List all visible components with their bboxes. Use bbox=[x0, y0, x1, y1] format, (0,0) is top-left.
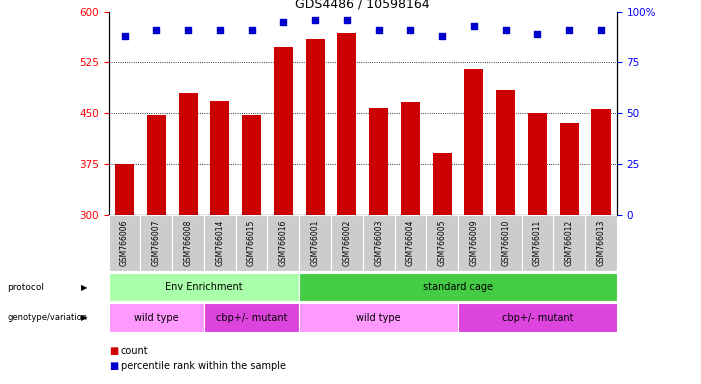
Bar bbox=[268, 215, 299, 271]
Text: GSM766016: GSM766016 bbox=[279, 220, 288, 266]
Text: Env Enrichment: Env Enrichment bbox=[165, 282, 243, 292]
Text: GSM766006: GSM766006 bbox=[120, 220, 129, 266]
Bar bbox=[299, 303, 458, 332]
Bar bbox=[426, 215, 458, 271]
Bar bbox=[369, 108, 388, 215]
Bar bbox=[204, 303, 299, 332]
Text: GSM766012: GSM766012 bbox=[565, 220, 573, 266]
Text: ■: ■ bbox=[109, 361, 118, 371]
Point bbox=[500, 27, 511, 33]
Point bbox=[595, 27, 606, 33]
Point bbox=[404, 27, 416, 33]
Text: GSM766011: GSM766011 bbox=[533, 220, 542, 266]
Point bbox=[564, 27, 575, 33]
Bar bbox=[458, 215, 490, 271]
Bar bbox=[401, 103, 420, 215]
Text: GSM766013: GSM766013 bbox=[597, 220, 606, 266]
Text: ■: ■ bbox=[109, 346, 118, 356]
Bar bbox=[490, 215, 522, 271]
Bar bbox=[528, 113, 547, 215]
Text: protocol: protocol bbox=[7, 283, 44, 291]
Point bbox=[246, 27, 257, 33]
Bar bbox=[522, 215, 553, 271]
Bar bbox=[458, 303, 617, 332]
Text: GSM766015: GSM766015 bbox=[247, 220, 256, 266]
Text: cbp+/- mutant: cbp+/- mutant bbox=[502, 313, 573, 323]
Text: GSM766002: GSM766002 bbox=[342, 220, 351, 266]
Bar bbox=[433, 152, 451, 215]
Bar bbox=[274, 47, 293, 215]
Text: standard cage: standard cage bbox=[423, 282, 493, 292]
Point bbox=[119, 33, 130, 39]
Bar bbox=[395, 215, 426, 271]
Text: ▶: ▶ bbox=[81, 283, 87, 291]
Bar bbox=[306, 39, 325, 215]
Bar bbox=[179, 93, 198, 215]
Bar bbox=[236, 215, 268, 271]
Bar bbox=[242, 115, 261, 215]
Bar bbox=[109, 273, 299, 301]
Text: GSM766009: GSM766009 bbox=[470, 220, 479, 266]
Bar bbox=[496, 90, 515, 215]
Bar bbox=[553, 215, 585, 271]
Point bbox=[151, 27, 162, 33]
Point bbox=[215, 27, 226, 33]
Text: GSM766014: GSM766014 bbox=[215, 220, 224, 266]
Bar bbox=[147, 115, 166, 215]
Text: percentile rank within the sample: percentile rank within the sample bbox=[121, 361, 285, 371]
Text: cbp+/- mutant: cbp+/- mutant bbox=[216, 313, 287, 323]
Bar bbox=[337, 33, 356, 215]
Bar bbox=[204, 215, 236, 271]
Text: GSM766008: GSM766008 bbox=[184, 220, 193, 266]
Bar bbox=[299, 215, 331, 271]
Text: count: count bbox=[121, 346, 148, 356]
Text: ▶: ▶ bbox=[81, 313, 87, 322]
Text: GSM766001: GSM766001 bbox=[311, 220, 320, 266]
Text: GSM766010: GSM766010 bbox=[501, 220, 510, 266]
Bar bbox=[299, 273, 617, 301]
Bar bbox=[592, 109, 611, 215]
Bar bbox=[331, 215, 363, 271]
Bar bbox=[109, 303, 204, 332]
Bar bbox=[140, 215, 172, 271]
Point bbox=[532, 31, 543, 37]
Bar bbox=[109, 215, 140, 271]
Bar bbox=[465, 68, 484, 215]
Bar bbox=[363, 215, 395, 271]
Bar bbox=[210, 101, 229, 215]
Point bbox=[373, 27, 384, 33]
Text: GSM766007: GSM766007 bbox=[152, 220, 161, 266]
Bar bbox=[172, 215, 204, 271]
Point bbox=[437, 33, 448, 39]
Bar bbox=[559, 123, 579, 215]
Text: wild type: wild type bbox=[134, 313, 179, 323]
Text: wild type: wild type bbox=[356, 313, 401, 323]
Point bbox=[468, 23, 479, 29]
Text: GSM766004: GSM766004 bbox=[406, 220, 415, 266]
Title: GDS4486 / 10598164: GDS4486 / 10598164 bbox=[295, 0, 430, 10]
Text: GSM766005: GSM766005 bbox=[437, 220, 447, 266]
Text: GSM766003: GSM766003 bbox=[374, 220, 383, 266]
Point bbox=[278, 18, 289, 25]
Point bbox=[341, 17, 353, 23]
Text: genotype/variation: genotype/variation bbox=[7, 313, 87, 322]
Bar bbox=[585, 215, 617, 271]
Point bbox=[182, 27, 193, 33]
Point bbox=[310, 17, 321, 23]
Bar bbox=[115, 164, 134, 215]
